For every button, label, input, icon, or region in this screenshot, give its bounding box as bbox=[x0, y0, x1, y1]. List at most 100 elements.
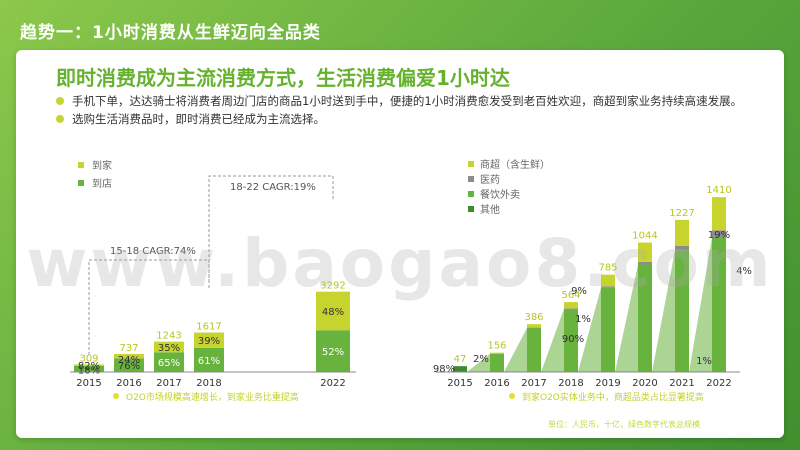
percent-label: 76% bbox=[118, 361, 140, 372]
bar-food-delivery bbox=[490, 353, 504, 372]
bar-daojia bbox=[74, 364, 104, 366]
percent-label: 90% bbox=[562, 334, 584, 345]
bullet-text: 选购生活消费品时，即时消费已经成为主流选择。 bbox=[72, 112, 325, 126]
total-label: 1243 bbox=[156, 331, 181, 342]
bullet-list: 手机下单，达达骑士将消费者周边门店的商品1小时送到手中，便捷的1小时消费愈发受到… bbox=[56, 92, 746, 128]
legend-label: 其他 bbox=[480, 203, 500, 216]
cagr-label: 18-22 CAGR:19% bbox=[230, 182, 316, 193]
bar-food-delivery bbox=[564, 309, 578, 372]
bar-supermarket bbox=[601, 274, 615, 287]
legend-label: 商超（含生鲜） bbox=[480, 158, 550, 171]
percent-label: 39% bbox=[198, 336, 220, 347]
bar-connector bbox=[652, 250, 675, 372]
bullet-dot-icon bbox=[56, 115, 64, 123]
x-tick-label: 2017 bbox=[521, 378, 546, 389]
bar-connector bbox=[541, 309, 564, 372]
x-tick-label: 2022 bbox=[706, 378, 731, 389]
chart-footnote: 到家O2O实体业务中，商超品类占比显著提高 bbox=[522, 391, 704, 403]
page-title: 趋势一：1小时消费从生鲜迈向全品类 bbox=[20, 23, 321, 43]
bar-connector bbox=[467, 353, 490, 372]
x-tick-label: 2016 bbox=[484, 378, 509, 389]
watermark: www.baogao8.com bbox=[26, 225, 774, 302]
bullet-item: 手机下单，达达骑士将消费者周边门店的商品1小时送到手中，便捷的1小时消费愈发受到… bbox=[56, 92, 746, 110]
bullet-item: 选购生活消费品时，即时消费已经成为主流选择。 bbox=[56, 110, 746, 128]
legend-label: 到家 bbox=[92, 159, 112, 172]
bar-connector bbox=[615, 264, 638, 372]
x-tick-label: 2015 bbox=[447, 378, 472, 389]
footnote-dot-icon bbox=[113, 393, 119, 399]
total-label: 47 bbox=[454, 354, 467, 365]
bar-medicine bbox=[638, 261, 652, 265]
bar-medicine bbox=[601, 286, 615, 288]
unit-note: 单位：人民币，十亿，绿色数字代表总规模 bbox=[548, 420, 700, 429]
legend-swatch-daojia bbox=[78, 162, 84, 168]
total-label: 1410 bbox=[706, 185, 731, 196]
total-label: 309 bbox=[79, 353, 98, 364]
total-label: 737 bbox=[119, 343, 138, 354]
percent-label: 98% bbox=[433, 364, 455, 375]
percent-label: 18% bbox=[78, 365, 100, 376]
headline: 即时消费成为主流消费方式，生活消费偏爱1小时达 bbox=[56, 66, 510, 90]
x-tick-label: 2019 bbox=[595, 378, 620, 389]
bar-supermarket bbox=[675, 219, 689, 246]
bar-supermarket bbox=[490, 352, 504, 354]
total-label: 1227 bbox=[669, 208, 694, 219]
legend-label: 到店 bbox=[92, 177, 112, 190]
footnote-dot-icon bbox=[509, 393, 515, 399]
total-label: 1044 bbox=[632, 231, 657, 242]
percent-label: 61% bbox=[198, 356, 220, 367]
bar-food-delivery bbox=[527, 327, 541, 372]
percent-label: 24% bbox=[118, 355, 140, 366]
bar-food-delivery bbox=[712, 237, 726, 372]
total-label: 564 bbox=[561, 290, 580, 301]
total-label: 785 bbox=[598, 263, 617, 274]
x-tick-label: 2017 bbox=[156, 378, 181, 389]
bar-food-delivery bbox=[675, 250, 689, 372]
percent-label: 1% bbox=[575, 314, 591, 325]
bar-daodian bbox=[114, 358, 144, 372]
percent-label: 1% bbox=[696, 356, 712, 367]
bar-daojia bbox=[316, 291, 350, 331]
cagr-label: 15-18 CAGR:74% bbox=[110, 246, 196, 257]
percent-label: 19% bbox=[708, 230, 730, 241]
bar-supermarket bbox=[527, 324, 541, 328]
bar-medicine bbox=[712, 230, 726, 238]
percent-label: 35% bbox=[158, 343, 180, 354]
bar-daodian bbox=[316, 330, 350, 372]
percent-label: 4% bbox=[736, 266, 752, 277]
bar-daodian bbox=[154, 352, 184, 372]
bar-daojia bbox=[194, 332, 224, 348]
bar-food-delivery bbox=[638, 264, 652, 372]
x-tick-label: 2021 bbox=[669, 378, 694, 389]
bullet-dot-icon bbox=[56, 97, 64, 105]
total-label: 1617 bbox=[196, 322, 221, 333]
legend-swatch bbox=[468, 191, 474, 197]
percent-label: 48% bbox=[322, 307, 344, 318]
total-label: 386 bbox=[524, 312, 543, 323]
bar-medicine bbox=[564, 308, 578, 310]
bar-daodian bbox=[194, 347, 224, 372]
bullet-text: 手机下单，达达骑士将消费者周边门店的商品1小时送到手中，便捷的1小时消费愈发受到… bbox=[72, 94, 743, 108]
bar-daojia bbox=[154, 341, 184, 353]
percent-label: 9% bbox=[571, 286, 587, 297]
bar-other bbox=[453, 366, 467, 372]
bar-daodian bbox=[74, 365, 104, 372]
cagr-bracket bbox=[208, 175, 334, 282]
legend-label: 医药 bbox=[480, 174, 500, 186]
bar-connector bbox=[578, 287, 601, 372]
percent-label: 65% bbox=[158, 358, 180, 369]
x-tick-label: 2020 bbox=[632, 378, 657, 389]
x-tick-label: 2016 bbox=[116, 378, 141, 389]
total-label: 156 bbox=[487, 341, 506, 352]
bar-medicine bbox=[675, 245, 689, 251]
percent-label: 82% bbox=[78, 361, 100, 372]
bar-supermarket bbox=[564, 302, 578, 309]
bar-daojia bbox=[114, 354, 144, 359]
content-card: 即时消费成为主流消费方式，生活消费偏爱1小时达 手机下单，达达骑士将消费者周边门… bbox=[16, 50, 784, 438]
legend-swatch bbox=[468, 161, 474, 167]
x-tick-label: 2022 bbox=[320, 378, 345, 389]
legend-label: 餐饮外卖 bbox=[480, 188, 520, 201]
chart-footnote: O2O市场规模高速增长，到家业务比重提高 bbox=[126, 391, 299, 403]
